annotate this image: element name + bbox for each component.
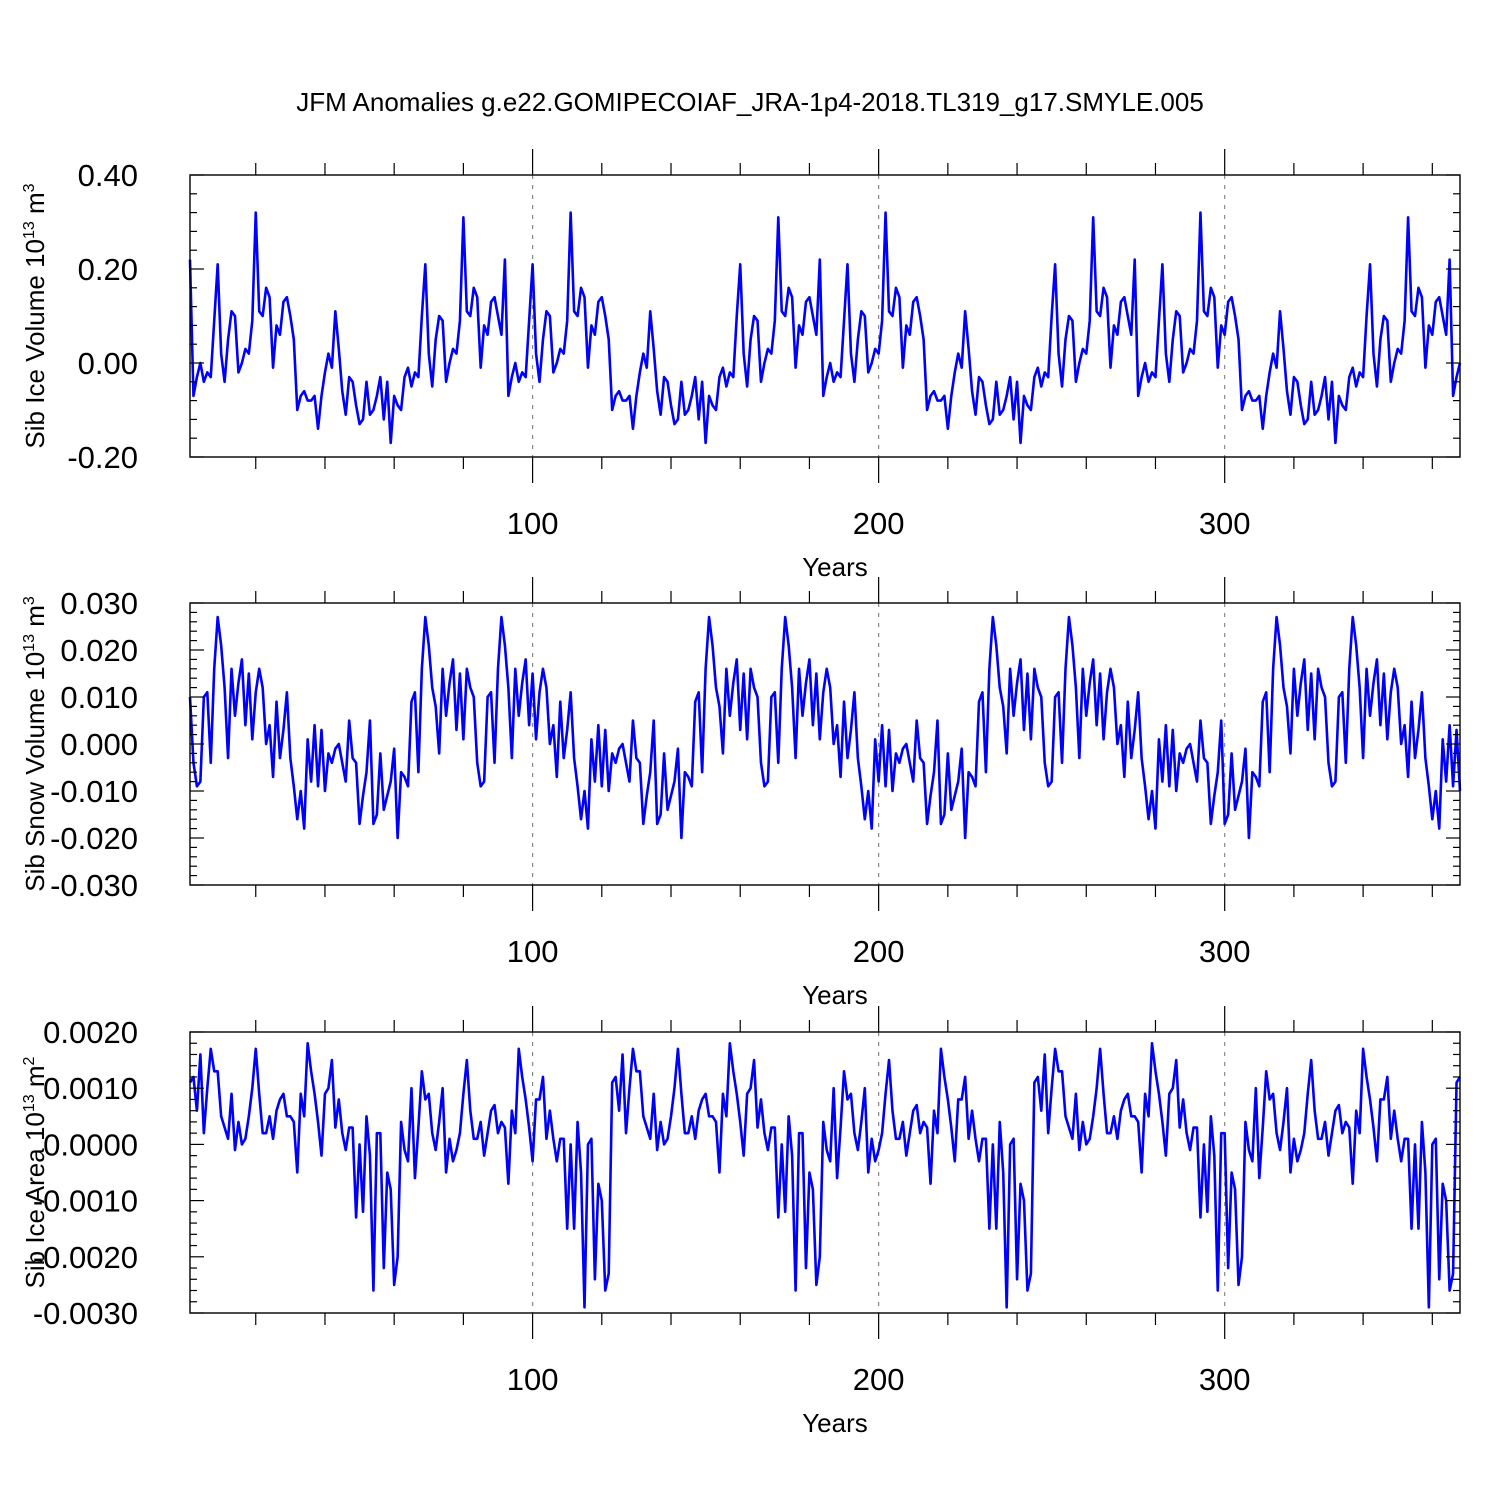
ice-volume-y-axis-title-part: 3: [21, 183, 38, 192]
snow-volume-y-axis-title-part: m: [20, 605, 50, 634]
ice-area-y-axis-title-part: 13: [21, 1094, 38, 1112]
snow-volume-series-line: [188, 615, 1462, 840]
snow-volume-ytick-label: 0.010: [60, 680, 138, 715]
ice-area-xtick-label: 100: [507, 1362, 559, 1397]
ice-area-ytick-label: -0.0020: [33, 1240, 138, 1275]
ice-area-xtick-label: 300: [1199, 1362, 1251, 1397]
ice-volume-y-axis-title: Sib Ice Volume 1013 m3: [20, 183, 50, 448]
ice-area-xtick-label: 200: [853, 1362, 905, 1397]
snow-volume-y-axis-title: Sib Snow Volume 1013 m3: [20, 596, 50, 892]
ice-area-plot-frame: [189, 1031, 1461, 1314]
snow-volume-y-axis-title-part: 3: [21, 596, 38, 605]
ice-volume-y-axis-title-part: m: [20, 192, 50, 221]
ice-area-series-line: [188, 1041, 1462, 1309]
ice-area-y-axis-title: Sib Ice Area 1013 m2: [20, 1056, 50, 1288]
snow-volume-x-axis-title: Years: [802, 980, 868, 1010]
ice-volume-y-axis-title-part: Sib Ice Volume 10: [20, 239, 50, 449]
snow-volume-xtick-label: 300: [1199, 934, 1251, 969]
panel-ice-volume: -0.20 0.00 0.20 0.40 100 200 300 Years Sib Ice V…: [20, 149, 1462, 582]
ice-area-y-axis-title-part: 2: [21, 1056, 38, 1065]
snow-volume-ytick-label: 0.030: [60, 586, 138, 621]
snow-volume-xtick-label: 100: [507, 934, 559, 969]
ice-area-ytick-label: 0.0020: [43, 1015, 138, 1050]
ice-area-ytick-label: -0.0010: [33, 1184, 138, 1219]
snow-volume-ytick-label: 0.000: [60, 727, 138, 762]
chart-title: JFM Anomalies g.e22.GOMIPECOIAF_JRA-1p4-…: [296, 87, 1204, 117]
panel-ice-area: -0.0030 -0.0020 -0.0010 0.0000 0.0010 0.0020 1…: [20, 1006, 1462, 1438]
ice-area-y-axis-title-part: Sib Ice Area 10: [20, 1112, 50, 1288]
panel-snow-volume: -0.030 -0.020 -0.010 0.000 0.010 0.020 0.030 10…: [20, 577, 1462, 1010]
ice-volume-ytick-label: 0.00: [78, 346, 138, 381]
ice-volume-ytick-label: 0.20: [78, 252, 138, 287]
ice-volume-ytick-label: 0.40: [78, 158, 138, 193]
snow-volume-y-axis-title-part: 13: [21, 634, 38, 652]
ice-area-y-axis-title-part: m: [20, 1065, 50, 1094]
ice-volume-x-axis-title: Years: [802, 552, 868, 582]
snow-volume-ytick-label: -0.030: [50, 868, 138, 903]
snow-volume-ytick-label: -0.010: [50, 774, 138, 809]
ice-volume-xtick-label: 100: [507, 506, 559, 541]
ice-area-ytick-label: 0.0010: [43, 1071, 138, 1106]
ice-area-ytick-label: 0.0000: [43, 1127, 138, 1162]
ice-volume-xtick-label: 200: [853, 506, 905, 541]
ice-area-ytick-label: -0.0030: [33, 1296, 138, 1331]
snow-volume-ytick-label: -0.020: [50, 821, 138, 856]
snow-volume-xtick-label: 200: [853, 934, 905, 969]
snow-volume-y-axis-title-part: Sib Snow Volume 10: [20, 652, 50, 892]
ice-volume-plot-frame: [189, 174, 1461, 458]
ice-area-x-axis-title: Years: [802, 1408, 868, 1438]
ice-volume-xtick-label: 300: [1199, 506, 1251, 541]
ice-volume-ytick-label: -0.20: [67, 440, 138, 475]
snow-volume-ytick-label: 0.020: [60, 633, 138, 668]
ice-volume-y-axis-title-part: 13: [21, 221, 38, 239]
ice-volume-series-line: [188, 211, 1462, 445]
